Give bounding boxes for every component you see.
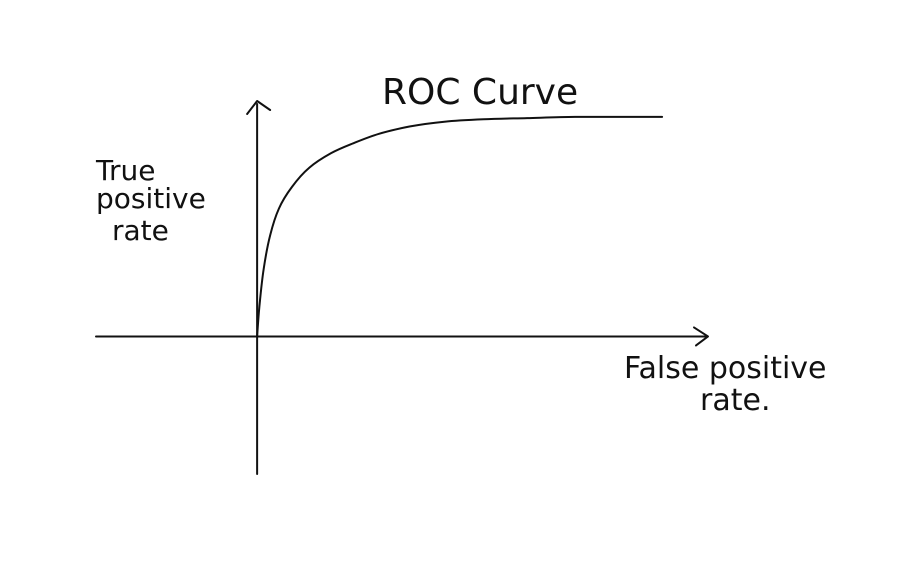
x-axis-arrowhead (693, 326, 709, 347)
roc-curve-line (256, 115, 664, 338)
y-axis-label-line-1: True (95, 154, 155, 187)
chart-title: ROC Curve (382, 72, 578, 113)
y-axis-label-line-2: positive (96, 182, 206, 215)
x-axis-label-line-1: False positive (624, 351, 827, 386)
x-axis-label-line-2: rate. (700, 383, 770, 418)
y-axis-arrowhead (246, 100, 272, 115)
x-axis-label: False positive rate. (624, 351, 836, 418)
y-axis-label-line-3: rate (112, 214, 169, 247)
